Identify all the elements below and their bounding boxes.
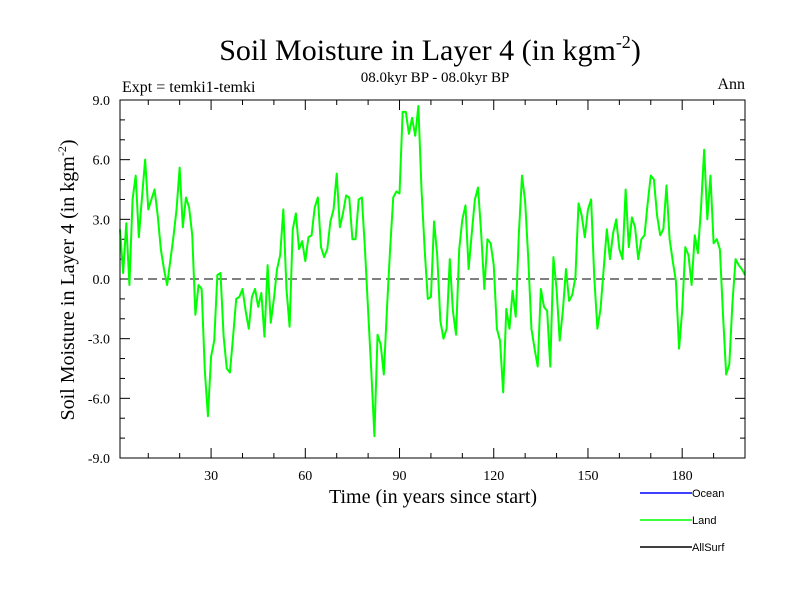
axis-tick-labels: -9.0 -6.0 -3.0 0.0 3.0 6.0 9.0 30 60 90 120 150 180 xyxy=(88,94,693,484)
x-axis-label: Time (in years since start) xyxy=(329,486,537,508)
series-layer xyxy=(119,104,746,438)
chart-title-sup: -2 xyxy=(616,32,631,52)
chart-title: Soil Moisture in Layer 4 (in kgm-2) xyxy=(219,32,641,67)
plot-frame xyxy=(119,99,746,459)
x-tick-label: 150 xyxy=(577,469,598,484)
x-tick-label: 30 xyxy=(204,469,218,484)
y-tick-label: -3.0 xyxy=(88,333,110,348)
season-label: Ann xyxy=(717,76,745,93)
y-tick-label: 3.0 xyxy=(93,213,111,228)
x-tick-label: 180 xyxy=(672,469,693,484)
y-tick-label: -6.0 xyxy=(88,392,110,407)
x-tick-label: 120 xyxy=(483,469,504,484)
experiment-label: Expt = temki1-temki xyxy=(122,79,256,96)
y-axis-label: Soil Moisture in Layer 4 (in kgm-2) xyxy=(55,139,79,420)
chart-title-main: Soil Moisture in Layer 4 (in kgm xyxy=(219,34,616,67)
chart-subtitle: 08.0kyr BP - 08.0kyr BP xyxy=(361,70,510,86)
y-axis-label-close: ) xyxy=(57,139,79,146)
y-axis-label-main: Soil Moisture in Layer 4 (in kgm xyxy=(57,156,79,421)
y-tick-label: 6.0 xyxy=(93,154,111,169)
x-tick-label: 60 xyxy=(298,469,312,484)
y-tick-label: 9.0 xyxy=(93,94,111,109)
y-tick-label: 0.0 xyxy=(93,273,111,288)
chart-title-close: ) xyxy=(631,34,641,67)
legend-label-allsurf: AllSurf xyxy=(692,542,725,554)
y-tick-label: -9.0 xyxy=(88,452,110,467)
legend: Ocean Land AllSurf xyxy=(640,488,725,554)
legend-label-ocean: Ocean xyxy=(692,488,724,500)
x-tick-label: 90 xyxy=(393,469,407,484)
series-line-land xyxy=(119,104,746,438)
y-axis-label-sup: -2 xyxy=(55,146,69,156)
legend-label-land: Land xyxy=(692,515,716,527)
